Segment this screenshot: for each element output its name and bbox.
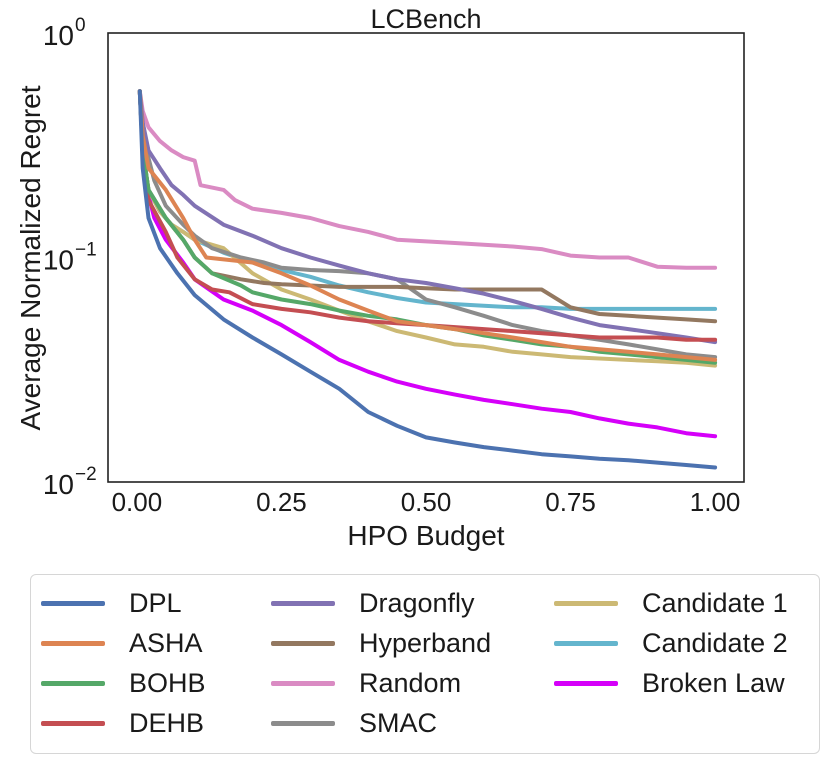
- series-line-asha: [137, 89, 718, 362]
- legend-item-random: Random: [271, 663, 461, 703]
- y-tick-exponent: −1: [75, 240, 97, 261]
- legend-swatch: [41, 600, 105, 606]
- legend-label: Random: [359, 667, 462, 698]
- series-line-dpl: [137, 89, 718, 470]
- legend-swatch: [41, 680, 105, 686]
- legend-label: BOHB: [129, 667, 206, 698]
- series-line-broken-law: [137, 89, 718, 439]
- legend-item-broken-law: Broken Law: [554, 663, 785, 703]
- legend-item-smac: SMAC: [271, 703, 437, 743]
- plot-frame: [107, 32, 745, 483]
- legend-swatch: [554, 600, 618, 606]
- x-tick-label: 0.25: [256, 487, 307, 517]
- legend-swatch: [41, 720, 105, 726]
- legend-label: Candidate 2: [642, 627, 788, 658]
- series-line-hyperband: [137, 89, 718, 324]
- series-line-dragonfly: [137, 89, 718, 345]
- legend-item-dragonfly: Dragonfly: [271, 583, 475, 623]
- x-tick-label: 0.75: [545, 487, 596, 517]
- legend-label: Candidate 1: [642, 587, 788, 618]
- legend-swatch: [271, 680, 335, 686]
- x-tick-label: 1.00: [690, 487, 741, 517]
- legend-label: Hyperband: [359, 627, 492, 658]
- legend-label: DEHB: [129, 707, 205, 738]
- legend-label: Dragonfly: [359, 587, 475, 618]
- legend-swatch: [271, 720, 335, 726]
- y-tick-exponent: −2: [75, 464, 97, 485]
- legend-label: Broken Law: [642, 667, 785, 698]
- series-layer: [137, 89, 718, 470]
- legend-item-dehb: DEHB: [41, 703, 204, 743]
- x-tick-labels: 0.00 0.25 0.50 0.75 1.00: [112, 487, 741, 517]
- legend-item-hyperband: Hyperband: [271, 623, 491, 663]
- y-tick-label: 10: [43, 469, 74, 500]
- y-tick-label: 10: [43, 20, 74, 51]
- legend-swatch: [554, 680, 618, 686]
- series-line-bohb: [137, 89, 718, 365]
- chart-title: LCBench: [370, 4, 481, 34]
- legend-swatch: [41, 640, 105, 646]
- legend-item-candidate-1: Candidate 1: [554, 583, 788, 623]
- legend: DPL ASHA BOHB DEHB Dragonfly Hyperband Random S…: [30, 574, 820, 754]
- legend-swatch: [271, 640, 335, 646]
- series-line-random: [137, 89, 718, 270]
- y-tick-label: 10: [43, 245, 74, 276]
- legend-item-dpl: DPL: [41, 583, 182, 623]
- legend-item-candidate-2: Candidate 2: [554, 623, 788, 663]
- legend-swatch: [271, 600, 335, 606]
- legend-label: SMAC: [359, 707, 438, 738]
- x-tick-label: 0.00: [112, 487, 163, 517]
- y-tick-exponent: 0: [75, 15, 86, 36]
- series-line-dehb: [137, 89, 718, 342]
- legend-swatch: [554, 640, 618, 646]
- y-axis-label: Average Normalized Regret: [15, 85, 46, 430]
- x-tick-label: 0.50: [401, 487, 452, 517]
- legend-label: ASHA: [129, 627, 203, 658]
- legend-label: DPL: [129, 587, 182, 618]
- legend-item-asha: ASHA: [41, 623, 203, 663]
- legend-item-bohb: BOHB: [41, 663, 206, 703]
- x-axis-label: HPO Budget: [347, 520, 504, 551]
